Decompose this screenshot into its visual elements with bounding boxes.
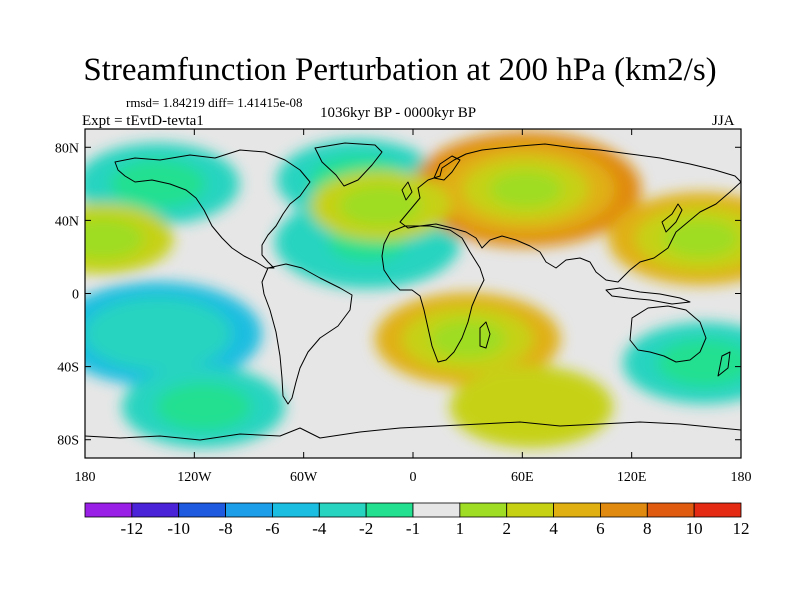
axis-ticks: 180 120W 60W 0 60E 120E 180 80N 40N 0 40S 80S xyxy=(55,129,752,485)
colorbar-label: 12 xyxy=(733,519,750,538)
x-tick-label: 120E xyxy=(617,470,647,485)
colorbar-swatch xyxy=(84,502,133,518)
colorbar-label: -1 xyxy=(406,519,420,538)
period-label: 1036kyr BP - 0000kyr BP xyxy=(320,105,477,121)
contour-anomaly xyxy=(110,160,206,208)
colorbar-swatch xyxy=(365,502,414,518)
coastline-greenland xyxy=(314,142,383,187)
coastline-new-zealand xyxy=(717,351,731,377)
x-tick-label: 60W xyxy=(290,470,318,485)
y-tick-label: 0 xyxy=(72,288,79,303)
contour-anomaly xyxy=(656,339,741,387)
colorbar-swatch xyxy=(646,502,695,518)
colorbar-label: -12 xyxy=(121,519,144,538)
colorbar-swatch xyxy=(553,502,601,518)
contour-anomaly xyxy=(662,219,740,258)
colorbar-label: -8 xyxy=(218,519,232,538)
colorbar-label: 6 xyxy=(596,519,605,538)
colorbar-label: -10 xyxy=(167,519,190,538)
contour-field xyxy=(85,131,741,448)
colorbar-label: 2 xyxy=(502,519,511,538)
coastline-north-america xyxy=(114,149,311,269)
x-tick-label: 120W xyxy=(177,470,212,485)
coastline-south-america xyxy=(261,263,353,405)
x-tick-label: 180 xyxy=(75,470,96,485)
colorbar-swatch xyxy=(225,502,273,518)
coastline-uk xyxy=(401,181,413,201)
colorbar-swatch xyxy=(459,502,508,518)
contour-anomaly xyxy=(155,383,252,431)
colorbar-label: -4 xyxy=(312,519,327,538)
contour-anomaly xyxy=(429,320,506,359)
coastlines xyxy=(85,142,741,441)
colorbar-label: -6 xyxy=(265,519,279,538)
colorbar-label: 8 xyxy=(643,519,652,538)
coastline-antarctica xyxy=(85,421,741,441)
coastline-eurasia xyxy=(399,143,741,283)
colorbar-swatch xyxy=(600,502,648,518)
colorbar-swatch xyxy=(506,502,554,518)
y-tick-label: 80N xyxy=(55,141,79,156)
x-tick-label: 60E xyxy=(511,470,534,485)
colorbar-swatch xyxy=(178,502,226,518)
colorbar-swatch xyxy=(412,502,461,518)
colorbar-swatch xyxy=(318,502,367,518)
contour-anomaly xyxy=(115,312,201,356)
y-tick-label: 40S xyxy=(57,361,79,376)
colorbar-label: 10 xyxy=(686,519,703,538)
coastline-africa xyxy=(381,225,485,363)
contour-anomaly xyxy=(339,185,422,227)
coastline-indonesia xyxy=(605,287,691,305)
y-tick-label: 40N xyxy=(55,214,79,229)
colorbar-swatch xyxy=(693,502,742,518)
chart-title: Streamfunction Perturbation at 200 hPa (… xyxy=(83,52,717,88)
contour-anomaly xyxy=(85,218,145,260)
colorbar-label: 1 xyxy=(456,519,465,538)
x-tick-label: 180 xyxy=(731,470,752,485)
coastline-australia xyxy=(629,305,707,363)
colorbar-label: 4 xyxy=(549,519,558,538)
x-tick-label: 0 xyxy=(410,470,417,485)
season-label: JJA xyxy=(712,113,735,129)
colorbar-swatch xyxy=(272,502,320,518)
coastline-scandinavia xyxy=(433,155,461,181)
y-tick-label: 80S xyxy=(57,434,79,449)
experiment-label: Expt = tEvtD-tevta1 xyxy=(82,113,204,129)
colorbar-swatch xyxy=(131,502,180,518)
coastline-japan xyxy=(661,203,683,233)
contour-anomaly xyxy=(483,383,580,431)
colorbar: -12 -10 -8 -6 -4 -2 -1 1 2 4 6 8 10 12 xyxy=(84,502,750,538)
contour-anomaly xyxy=(489,170,563,208)
colorbar-label: -2 xyxy=(359,519,373,538)
coastline-madagascar xyxy=(479,321,491,349)
stats-line: rmsd= 1.84219 diff= 1.41415e-08 xyxy=(126,95,303,110)
